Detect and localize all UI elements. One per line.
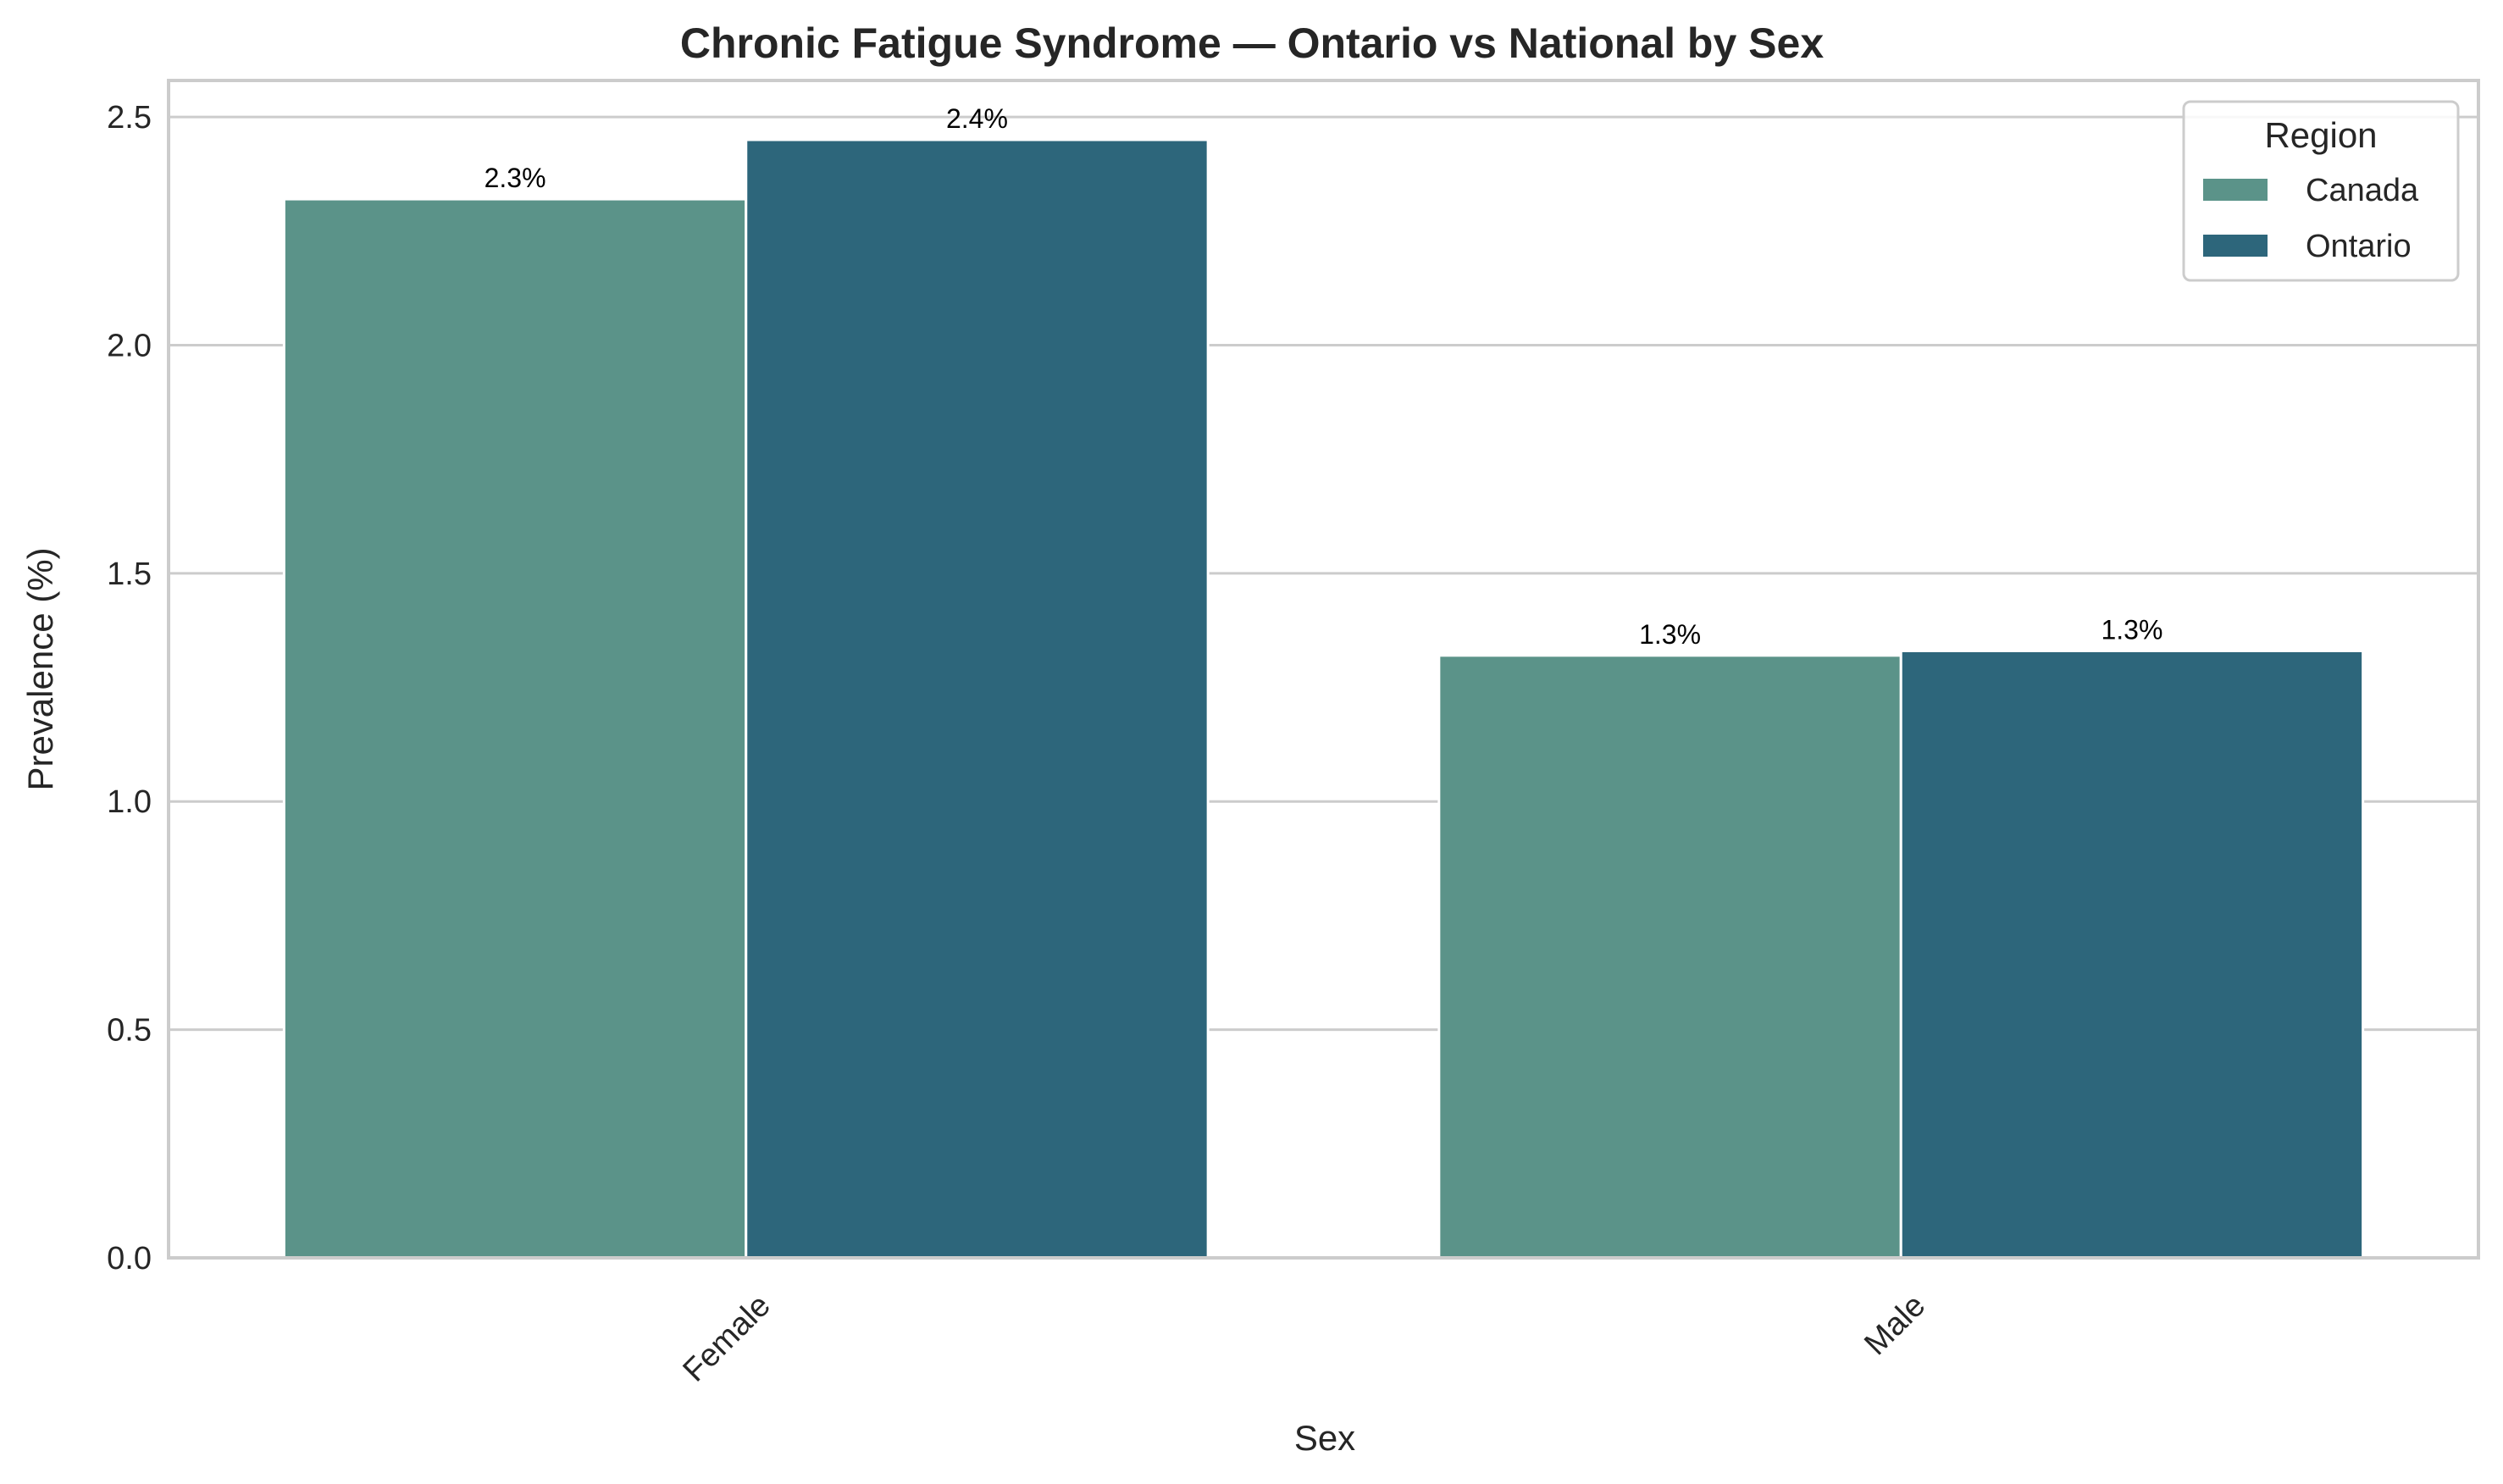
data-label: 1.3% xyxy=(2101,614,2162,645)
bar-canada-female xyxy=(282,197,748,1260)
bar-ontario-male xyxy=(1899,649,2365,1260)
legend-title: Region xyxy=(2264,115,2377,155)
y-tick-label: 0.0 xyxy=(107,1241,152,1276)
x-tick-label: Male xyxy=(1858,1287,1932,1362)
x-axis: Female Male xyxy=(676,1287,1932,1388)
bars xyxy=(282,138,2365,1260)
data-label: 1.3% xyxy=(1639,619,1701,650)
bar-ontario-female xyxy=(745,138,1210,1260)
plot-frame xyxy=(167,79,2480,1260)
y-axis: 0.0 0.5 1.0 1.5 2.0 2.5 xyxy=(107,100,152,1276)
legend-label-canada: Canada xyxy=(2306,173,2419,208)
legend-swatch-canada xyxy=(2201,177,2269,202)
bar-canada-male xyxy=(1437,654,1902,1260)
x-axis-label: Sex xyxy=(1294,1418,1355,1458)
x-tick-label: Female xyxy=(676,1287,777,1388)
chart-title: Chronic Fatigue Syndrome — Ontario vs Na… xyxy=(680,19,1824,67)
y-tick-label: 0.5 xyxy=(107,1013,152,1049)
data-label: 2.4% xyxy=(946,103,1008,134)
y-axis-label: Prevalence (%) xyxy=(20,547,60,790)
legend-swatch-ontario xyxy=(2201,233,2269,258)
legend: Region Canada Ontario xyxy=(2182,100,2460,282)
y-tick-label: 2.5 xyxy=(107,100,152,136)
legend-label-ontario: Ontario xyxy=(2306,229,2412,264)
data-labels: 2.3% 2.4% 1.3% 1.3% xyxy=(485,103,2163,650)
y-tick-label: 1.0 xyxy=(107,784,152,820)
y-tick-label: 2.0 xyxy=(107,328,152,363)
y-tick-label: 1.5 xyxy=(107,556,152,592)
data-label: 2.3% xyxy=(485,163,546,193)
